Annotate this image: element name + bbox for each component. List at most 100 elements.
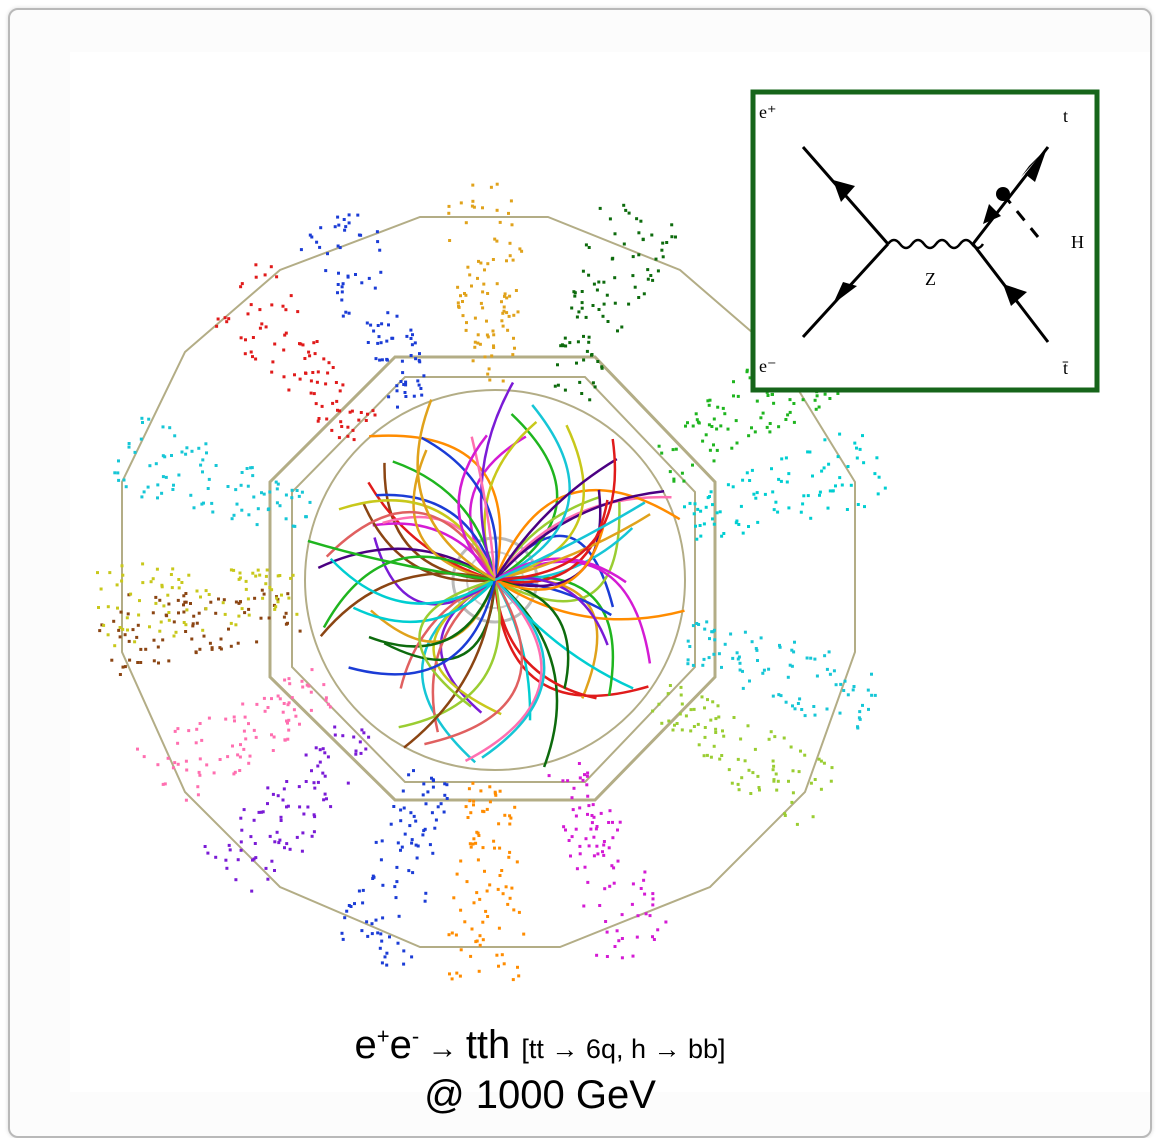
hit	[712, 522, 716, 526]
hit	[789, 745, 793, 749]
hit	[717, 715, 721, 719]
hit	[654, 257, 658, 261]
hit	[587, 273, 591, 277]
hit	[354, 749, 358, 753]
hit	[587, 844, 591, 848]
hit	[262, 696, 266, 700]
hit	[584, 243, 588, 247]
hit	[173, 434, 177, 438]
hit	[464, 328, 468, 332]
hit	[795, 822, 799, 826]
hit	[735, 519, 739, 523]
hit	[312, 830, 316, 834]
hit	[224, 858, 228, 862]
hit	[136, 623, 140, 627]
hit	[204, 607, 208, 611]
hit	[346, 434, 350, 438]
hit	[415, 856, 419, 860]
hit	[198, 722, 202, 725]
hit	[314, 746, 318, 750]
hit	[359, 411, 363, 414]
hit	[809, 516, 813, 520]
hit	[239, 816, 243, 820]
track	[494, 499, 609, 584]
hit	[301, 685, 305, 689]
hit	[254, 856, 258, 860]
hit	[599, 811, 603, 815]
track	[494, 424, 586, 582]
hit	[97, 606, 100, 609]
hit	[259, 810, 263, 814]
caption-e: e	[354, 1023, 377, 1067]
hit	[858, 717, 862, 721]
hit	[350, 409, 354, 413]
hit	[289, 576, 293, 580]
hit	[716, 405, 720, 409]
hit	[811, 815, 815, 819]
hit	[633, 285, 637, 289]
hit	[463, 292, 466, 295]
hit	[118, 673, 122, 676]
hit	[399, 808, 403, 812]
hit	[431, 785, 435, 789]
hit	[737, 655, 741, 659]
hit	[578, 852, 582, 856]
hit	[483, 355, 487, 359]
caption-product: tth	[465, 1023, 511, 1067]
hit	[866, 688, 870, 692]
hit	[787, 472, 791, 476]
hit	[139, 661, 143, 664]
hit	[777, 477, 781, 481]
hit	[223, 316, 227, 320]
hit	[262, 592, 266, 596]
hit	[121, 665, 125, 669]
hit	[688, 501, 692, 505]
hit	[475, 939, 479, 943]
hit	[768, 430, 772, 434]
hit	[494, 793, 498, 797]
hit	[796, 702, 800, 705]
hit	[354, 752, 358, 756]
hit	[176, 598, 180, 602]
hit	[651, 897, 655, 901]
hit	[608, 884, 612, 888]
hit	[448, 972, 451, 976]
hit	[703, 726, 707, 729]
hit	[481, 938, 485, 942]
hit	[422, 374, 426, 378]
hit	[261, 810, 265, 814]
hit	[584, 315, 588, 319]
hit	[730, 446, 734, 450]
hit	[244, 579, 248, 583]
hit	[873, 472, 877, 476]
hit	[806, 450, 810, 454]
hit	[709, 490, 713, 494]
hit	[491, 329, 495, 333]
hit	[340, 425, 344, 428]
hit	[656, 928, 660, 932]
hit	[493, 846, 496, 850]
hit	[275, 487, 279, 491]
hit	[287, 728, 291, 732]
hit	[230, 517, 234, 521]
hit	[472, 799, 476, 803]
hit	[692, 725, 696, 728]
hit	[223, 612, 227, 616]
hit	[378, 248, 382, 252]
hit	[207, 593, 211, 596]
hit	[430, 776, 433, 780]
hit	[602, 302, 606, 306]
hit	[255, 640, 259, 644]
hit	[479, 789, 483, 793]
hit	[284, 493, 288, 497]
hit	[570, 835, 574, 839]
hit	[488, 800, 492, 804]
hit	[289, 294, 293, 298]
hit	[754, 496, 758, 500]
hit	[270, 859, 274, 863]
hit	[590, 814, 594, 817]
hit	[613, 301, 617, 305]
hit	[96, 571, 99, 575]
hit	[308, 500, 312, 504]
hit	[643, 870, 647, 874]
